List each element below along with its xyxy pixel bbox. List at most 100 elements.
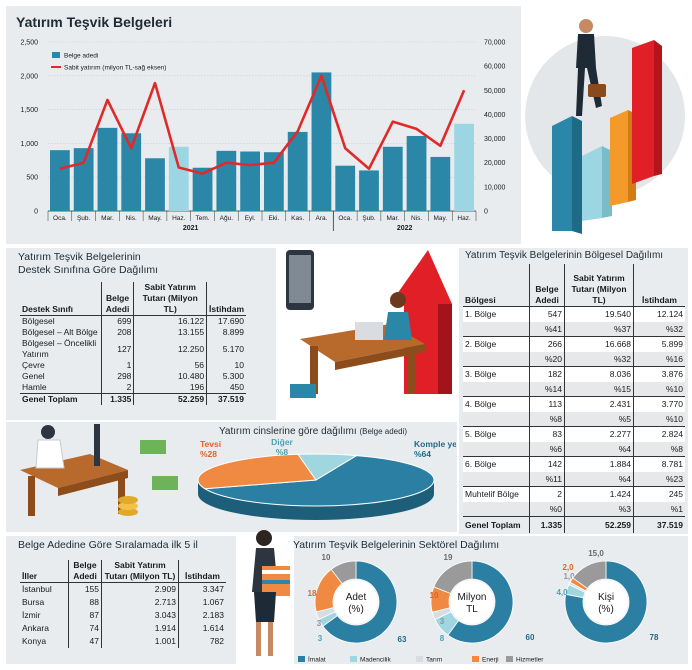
bolgesel-cell: 8.036 [564, 366, 634, 382]
bolgesel-pct-cell: %5 [564, 412, 634, 427]
iller-title: Belge Adedine Göre Sıralamada ilk 5 il [18, 539, 198, 551]
destek-cell: 5.170 [206, 338, 246, 360]
bolgesel-pct-cell: %6 [529, 442, 565, 457]
bolgesel-pct-row: %8 %5 %10 [463, 412, 685, 427]
donut-value-label: 3 [440, 617, 445, 626]
bar [121, 133, 142, 211]
pie-pct-label: %64 [414, 449, 431, 459]
donut-value-label: 2,0 [562, 563, 574, 572]
col-istihdam-b: İstihdam [633, 264, 685, 307]
legend-swatch [350, 656, 357, 662]
bolgesel-title: Yatırım Teşvik Belgelerinin Bölgesel Dağ… [465, 250, 664, 261]
col-destek: Destek Sınıfı [22, 304, 74, 314]
destek-cell: 56 [133, 360, 207, 371]
iller-cell: 1.001 [101, 635, 179, 648]
sektorel-title: Yatırım Teşvik Belgelerinin Sektörel Dağ… [293, 539, 500, 551]
bar-illustration [525, 19, 685, 234]
bar [145, 158, 165, 211]
donut-center-label: (%) [598, 604, 614, 615]
x-tick-label: Şub. [77, 215, 91, 222]
bolgesel-pct-cell: %4 [564, 472, 634, 487]
x-tick-label: Haz. [457, 215, 471, 222]
iller-row: Bursa 88 2.713 1.067 [20, 596, 226, 609]
col-iller-istihdam: İstihdam [178, 560, 226, 583]
destek-cell: 196 [133, 382, 207, 394]
destek-cell: 2 [100, 382, 134, 394]
pie-label: Diğer [271, 437, 293, 447]
woman-illustration [252, 530, 290, 656]
donut-value-label: 60 [526, 633, 535, 642]
bolgesel-cell: 2 [529, 486, 565, 502]
bolgesel-cell: 5. Bölge [465, 429, 497, 439]
donut-slice [564, 560, 648, 644]
pie-label: Tevsi [200, 439, 221, 449]
bolgesel-pct-row: %0 %3 %1 [463, 502, 685, 517]
col-sabit-yatirim: Sabit Yatırım Tutarı (Milyon TL) [564, 264, 634, 307]
bar [216, 150, 237, 211]
destek-cell: 1 [100, 360, 134, 371]
donut-center-label: (%) [348, 604, 364, 615]
donut-hole [584, 580, 628, 624]
destek-cell: 5.300 [206, 371, 246, 382]
donut-value-label: 3 [317, 619, 322, 628]
iller-cell: 1.067 [178, 596, 226, 609]
bar [50, 150, 70, 211]
sector-legend-label: Hizmetler [516, 657, 544, 664]
x-tick-label: Nis. [126, 215, 137, 222]
bolgesel-cell: 6. Bölge [465, 459, 497, 469]
bolgesel-cell: 4. Bölge [465, 399, 497, 409]
destek-cell: 10.480 [133, 371, 207, 382]
right-tick-label: 10,000 [484, 184, 506, 191]
pie-pct-label: %8 [276, 447, 289, 457]
iller-cell: 87 [68, 609, 102, 622]
bolgesel-cell: 83 [529, 426, 565, 442]
left-tick-label: 1,500 [20, 107, 38, 114]
destek-total-label: Genel Toplam [22, 394, 78, 404]
donut-center-label: Milyon [458, 592, 487, 603]
iller-cell: 2.183 [178, 609, 226, 622]
left-tick-label: 2,500 [20, 40, 38, 47]
destek-total-c: 37.519 [206, 393, 246, 405]
iller-cell: 3.347 [178, 582, 226, 596]
bolgesel-table: Bölgesi Belge Adedi Sabit Yatırım Tutarı… [463, 264, 685, 533]
destek-cell: 298 [100, 371, 134, 382]
bolgesel-pct-cell [463, 472, 530, 487]
right-tick-label: 70,000 [484, 40, 506, 47]
bolgesel-cell: 1.884 [564, 456, 634, 472]
bolgesel-pct-cell: %32 [564, 352, 634, 367]
bolgesel-pct-row: %20 %32 %16 [463, 352, 685, 367]
bolgesel-row: 3. Bölge 182 8.036 3.876 [463, 366, 685, 382]
iller-row: İstanbul 155 2.909 3.347 [20, 582, 226, 596]
bolgesel-cell: 113 [529, 396, 565, 412]
right-tick-label: 40,000 [484, 112, 506, 119]
destek-row: Bölgesel 699 16.122 17.690 [20, 315, 246, 327]
sector-legend-label: Enerji [482, 657, 499, 664]
iller-cell: 2.909 [101, 582, 179, 596]
col-belge-adedi: Belge Adedi [529, 264, 565, 307]
donut-value-label: 15,0 [588, 549, 604, 558]
pie-label: Komple yeni [414, 439, 456, 449]
bolgesel-total-c: 37.519 [633, 516, 685, 533]
bolgesel-pct-cell [463, 382, 530, 397]
bar [406, 135, 427, 211]
bolgesel-pct-cell: %4 [564, 442, 634, 457]
x-tick-label: Oca. [338, 215, 352, 222]
main-title: Yatırım Teşvik Belgeleri [16, 14, 173, 30]
iller-cell: 3.043 [101, 609, 179, 622]
destek-row: Bölgesel – Alt Bölge 208 13.155 8.899 [20, 327, 246, 338]
bolgesel-pct-row: %41 %37 %32 [463, 322, 685, 337]
year-label-2022: 2022 [397, 225, 413, 232]
legend-swatch [416, 656, 423, 662]
destek-cell: 127 [100, 338, 134, 360]
destek-cell: 17.690 [206, 315, 246, 327]
bar [97, 127, 118, 211]
destek-row: Hamle 2 196 450 [20, 382, 246, 394]
donut-value-label: 18 [308, 589, 317, 598]
bolgesel-cell: 3.876 [633, 366, 685, 382]
x-tick-label: Eki. [268, 215, 279, 222]
iller-cell: 74 [68, 622, 102, 635]
destek-title: Yatırım Teşvik Belgelerinin Destek Sınıf… [18, 251, 158, 277]
bar [311, 72, 332, 211]
x-tick-label: Tem. [196, 215, 210, 222]
x-tick-label: Haz. [172, 215, 186, 222]
